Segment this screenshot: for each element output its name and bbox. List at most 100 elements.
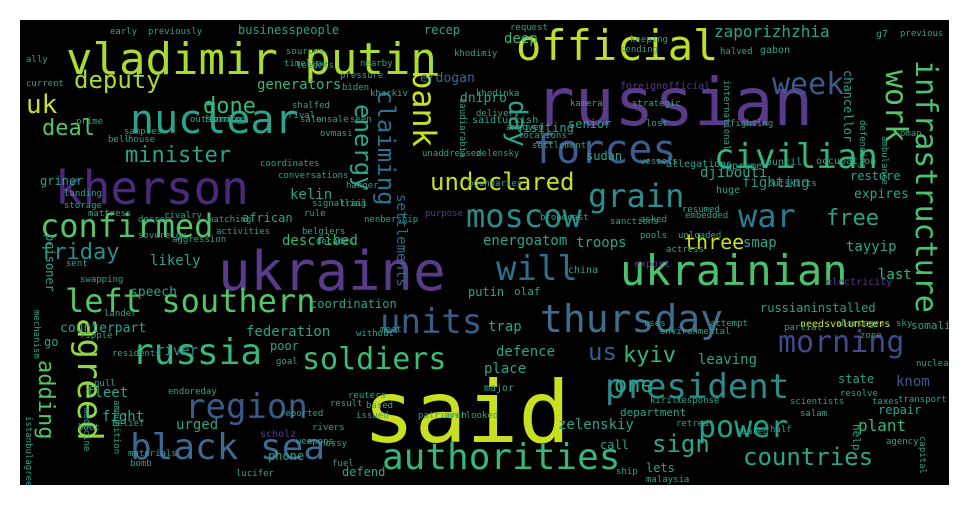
word-219: unaddressed [422,149,482,159]
word-211: forming [204,115,242,125]
word-123: keeping [630,35,668,45]
word-13: region [185,387,308,427]
word-163: agency [886,437,919,447]
word-8: nuclear [130,97,299,143]
word-81: kelin [290,187,333,203]
word-137: leaders [296,61,334,71]
word-4: vladimir putin [66,34,437,85]
word-43: three [684,230,745,254]
word-166: taxes [872,397,900,407]
word-24: week [772,67,845,102]
word-78: tayyip [846,239,897,255]
word-204: rivalry [164,211,202,221]
word-77: smap [743,235,777,251]
word-241: foreignofficial [620,81,711,92]
word-47: one [614,373,654,398]
word-11: russia [132,332,263,373]
word-139: fighting [730,119,774,129]
word-72: fight [102,409,145,425]
word-113: huge [716,185,741,196]
word-142: pull [94,379,116,389]
word-44: kyiv [623,343,676,368]
word-15: authorities [382,437,621,478]
word-66: leaving [698,352,758,368]
word-165: transport [898,395,947,405]
word-48: adding [33,360,58,440]
word-237: sale [300,115,322,125]
word-183: activities [216,227,271,237]
word-215: boundaries [468,179,523,189]
word-37: done [203,94,256,119]
word-75: trap [488,319,522,335]
word-205: aggression [172,235,227,245]
word-228: sanctions [610,217,659,227]
word-238: onsale [316,115,349,125]
word-53: dnipro [460,91,507,106]
word-104: help [850,424,863,451]
word-95: state [838,372,875,386]
word-29: will [496,249,578,289]
word-96: putin [468,285,505,299]
word-195: ambulance [879,136,889,185]
word-21: power [698,410,789,445]
word-68: last [878,267,912,283]
word-216: vessels [640,157,678,167]
word-178: without [356,329,394,339]
word-134: bell [108,135,130,145]
word-5: kherson [55,161,249,215]
word-98: g7 [876,29,889,40]
word-199: attempt [710,319,748,329]
word-147: nossy [320,439,348,449]
word-180: unloaded [678,231,722,241]
word-90: lets [646,461,675,475]
word-6: official [516,21,719,70]
word-222: belief [112,419,145,429]
word-223: ripple [80,331,113,341]
word-100: chancellor [841,70,855,143]
word-132: prime [76,117,104,127]
word-247: oman [900,129,922,139]
word-159: overlooked [444,411,499,421]
word-174: uses [644,319,666,329]
word-115: major [484,383,515,394]
word-233: shalfed [292,101,330,111]
word-169: lucifer [236,469,274,479]
word-74: repair [878,403,922,417]
word-168: malaysia [646,475,690,485]
word-182: actress [666,245,704,255]
word-84: businesspeople [238,23,340,37]
word-30: morning [778,325,905,360]
word-14: president [605,367,790,407]
word-20: moscow [466,197,582,235]
word-112: occupation [816,156,877,167]
word-129: halved [720,47,753,57]
word-119: early [110,27,138,37]
word-57: troops [576,235,627,251]
word-207: embedded [685,211,729,221]
word-225: landing [64,189,102,199]
word-3: ukrainian [620,246,848,295]
word-cloud: said russian ukraine ukrainian vladimir puti… [20,20,949,485]
word-110: supreme [720,161,763,172]
word-109: allegations [666,159,733,170]
word-65: defence [496,344,556,360]
word-93: african [242,211,293,225]
word-154: resolve [840,389,878,399]
word-213: biden [342,83,370,93]
word-226: storage [64,201,102,211]
word-161: soared [736,427,769,437]
word-193: outskirts [768,179,817,189]
word-234: hanger [346,181,379,191]
word-35: undeclared [430,168,575,196]
word-61: federation [246,324,331,340]
word-206: purpose [425,209,463,219]
word-135: house [128,135,156,145]
word-157: response [676,396,720,406]
word-141: boot [78,423,100,433]
word-156: kirill [650,396,683,406]
word-148: rivers [312,423,345,433]
word-232: khodinka [476,89,520,99]
word-76: coordination [310,297,397,311]
word-122: previous [900,29,944,39]
word-58: settlements [393,194,409,287]
